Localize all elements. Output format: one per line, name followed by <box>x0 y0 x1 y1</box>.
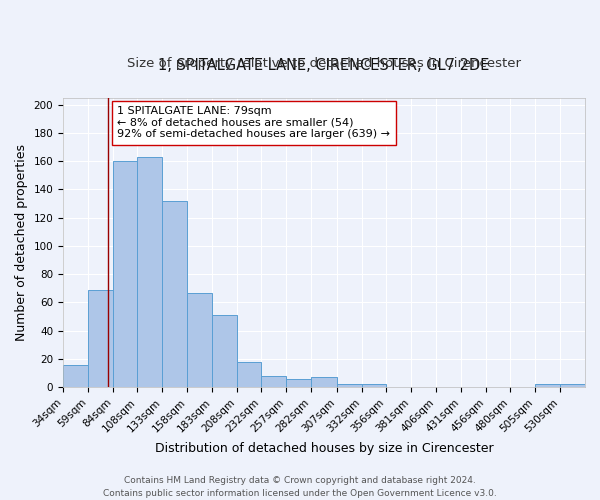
Bar <box>262 376 286 387</box>
Bar <box>187 292 212 387</box>
Text: Contains HM Land Registry data © Crown copyright and database right 2024.
Contai: Contains HM Land Registry data © Crown c… <box>103 476 497 498</box>
Bar <box>63 364 88 387</box>
Bar <box>560 384 585 387</box>
Text: 1 SPITALGATE LANE: 79sqm
← 8% of detached houses are smaller (54)
92% of semi-de: 1 SPITALGATE LANE: 79sqm ← 8% of detache… <box>117 106 390 140</box>
Bar <box>162 201 187 387</box>
Y-axis label: Number of detached properties: Number of detached properties <box>15 144 28 341</box>
Bar <box>535 384 560 387</box>
Bar <box>212 315 238 387</box>
Bar <box>238 362 262 387</box>
Bar <box>113 161 137 387</box>
Title: Size of property relative to detached houses in Cirencester: Size of property relative to detached ho… <box>127 57 521 70</box>
Text: 1, SPITALGATE LANE, CIRENCESTER, GL7 2DE: 1, SPITALGATE LANE, CIRENCESTER, GL7 2DE <box>158 58 490 73</box>
Bar <box>88 290 113 387</box>
Bar <box>286 378 311 387</box>
Bar <box>137 157 162 387</box>
Bar <box>337 384 362 387</box>
Bar <box>362 384 386 387</box>
Bar <box>311 377 337 387</box>
X-axis label: Distribution of detached houses by size in Cirencester: Distribution of detached houses by size … <box>155 442 493 455</box>
